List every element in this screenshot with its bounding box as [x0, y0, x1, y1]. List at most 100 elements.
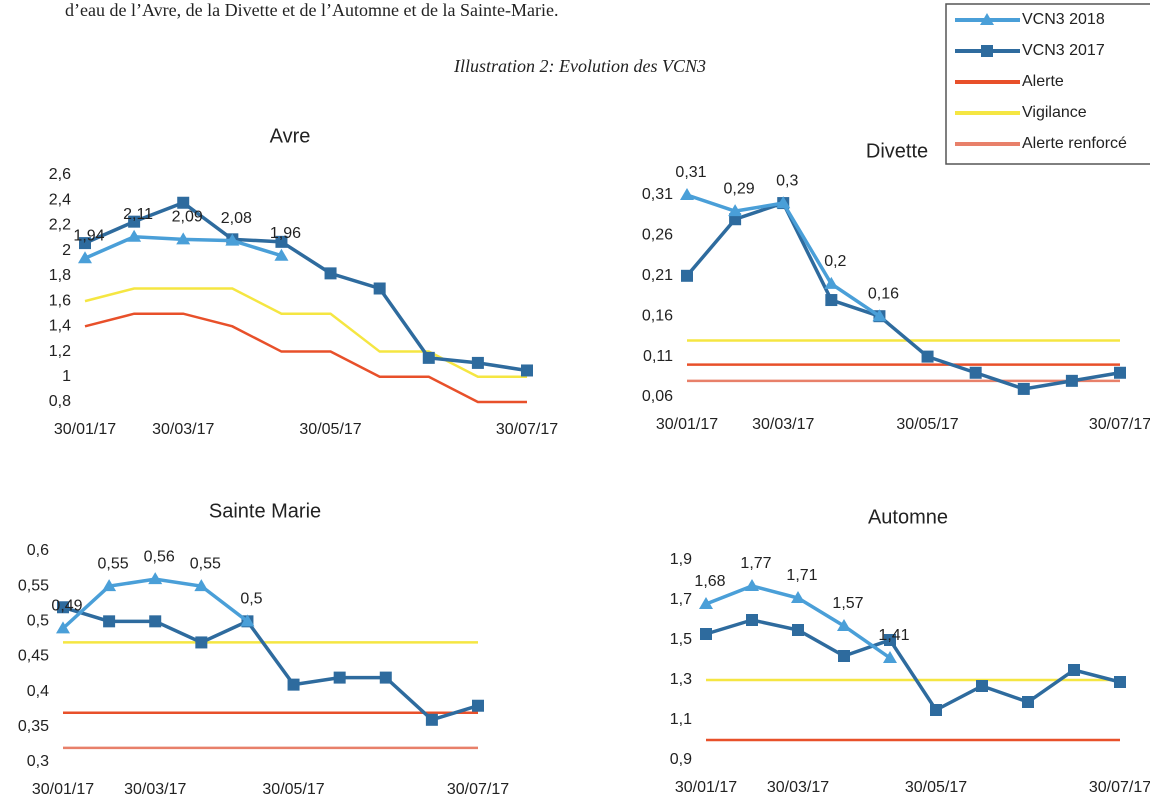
y-tick-label: 1,6	[49, 292, 71, 309]
marker	[176, 232, 191, 245]
legend-marker	[981, 45, 993, 57]
y-tick-label: 0,31	[642, 186, 673, 203]
series-line	[686, 193, 881, 318]
y-tick-label: 0,6	[27, 542, 49, 559]
marker	[776, 196, 791, 209]
y-tick-label: 0,45	[18, 648, 49, 665]
marker	[240, 614, 255, 627]
y-tick-label: 0,55	[18, 577, 49, 594]
series-line	[84, 287, 527, 379]
marker	[333, 671, 346, 684]
data-label: 2,08	[221, 210, 252, 227]
marker	[681, 269, 693, 282]
marker	[274, 248, 289, 261]
y-tick-label: 1,5	[670, 631, 692, 648]
x-tick-label: 30/07/17	[1089, 779, 1150, 796]
marker	[1022, 696, 1034, 708]
marker	[729, 213, 742, 226]
marker	[1068, 664, 1080, 676]
chart-title: Automne	[868, 506, 948, 528]
y-tick-label: 0,21	[642, 267, 673, 284]
marker	[1114, 366, 1126, 379]
y-tick-label: 1,9	[670, 551, 692, 568]
marker	[791, 591, 805, 603]
marker	[177, 196, 190, 209]
marker	[194, 579, 209, 592]
marker	[127, 229, 142, 242]
data-label: 1,94	[73, 227, 104, 244]
legend-label: VCN3 2017	[1022, 42, 1105, 59]
marker	[195, 636, 208, 649]
legend-marker	[980, 13, 994, 25]
marker	[792, 624, 804, 636]
marker	[472, 699, 484, 712]
marker	[78, 251, 92, 264]
data-label: 0,31	[675, 164, 706, 181]
y-tick-label: 1	[62, 368, 71, 385]
data-label: 0,56	[144, 548, 175, 565]
chart-title: Divette	[866, 140, 928, 162]
marker	[745, 579, 759, 591]
marker	[57, 601, 69, 614]
x-tick-label: 30/03/17	[124, 781, 186, 798]
marker	[930, 704, 942, 716]
marker	[324, 267, 337, 280]
x-tick-label: 30/01/17	[32, 781, 94, 798]
data-label: 1,71	[786, 567, 817, 584]
marker	[148, 572, 163, 585]
marker	[700, 628, 712, 640]
data-label: 0,55	[98, 555, 129, 572]
marker	[422, 351, 435, 364]
legend-label: Alerte renforcé	[1022, 135, 1127, 152]
marker	[102, 579, 117, 592]
series-line	[62, 605, 479, 722]
marker	[225, 233, 240, 246]
data-label: 2,11	[123, 206, 153, 223]
y-tick-label: 0,4	[27, 683, 49, 700]
y-tick-label: 0,9	[670, 751, 692, 768]
data-label: 0,3	[776, 172, 798, 189]
marker	[1114, 676, 1126, 688]
chart-title: Avre	[270, 125, 311, 147]
data-label: 1,41	[878, 627, 909, 644]
marker	[884, 634, 896, 646]
marker	[287, 678, 300, 691]
y-tick-label: 1,4	[49, 318, 71, 335]
marker	[921, 350, 934, 363]
y-tick-label: 0,11	[643, 348, 673, 365]
x-tick-label: 30/01/17	[675, 779, 737, 796]
marker	[1065, 374, 1078, 387]
marker	[56, 621, 70, 634]
data-label: 0,55	[190, 555, 221, 572]
marker	[149, 615, 162, 628]
data-label: 0,29	[724, 180, 755, 197]
y-tick-label: 2,6	[49, 166, 71, 183]
marker	[128, 215, 141, 228]
marker	[825, 294, 838, 307]
marker	[728, 204, 743, 217]
y-tick-label: 0,16	[642, 307, 673, 324]
marker	[837, 619, 851, 631]
y-tick-label: 0,06	[642, 388, 673, 405]
marker	[471, 356, 484, 369]
y-tick-label: 0,8	[49, 393, 71, 410]
marker	[883, 651, 897, 663]
marker	[680, 188, 694, 200]
y-tick-label: 1,8	[49, 267, 71, 284]
marker	[379, 671, 392, 684]
data-label: 1,57	[832, 595, 863, 612]
marker	[1017, 382, 1030, 395]
marker	[699, 597, 713, 609]
y-tick-label: 1,3	[670, 671, 692, 688]
data-label: 1,96	[270, 225, 301, 242]
data-label: 1,68	[694, 573, 725, 590]
x-tick-label: 30/05/17	[896, 416, 958, 433]
marker	[838, 650, 850, 662]
caption: Illustration 2: Evolution des VCN3	[453, 56, 706, 76]
marker	[373, 282, 386, 295]
x-tick-label: 30/01/17	[656, 416, 718, 433]
series-line	[84, 200, 528, 373]
x-tick-label: 30/03/17	[152, 421, 214, 438]
series-line	[685, 200, 1121, 391]
